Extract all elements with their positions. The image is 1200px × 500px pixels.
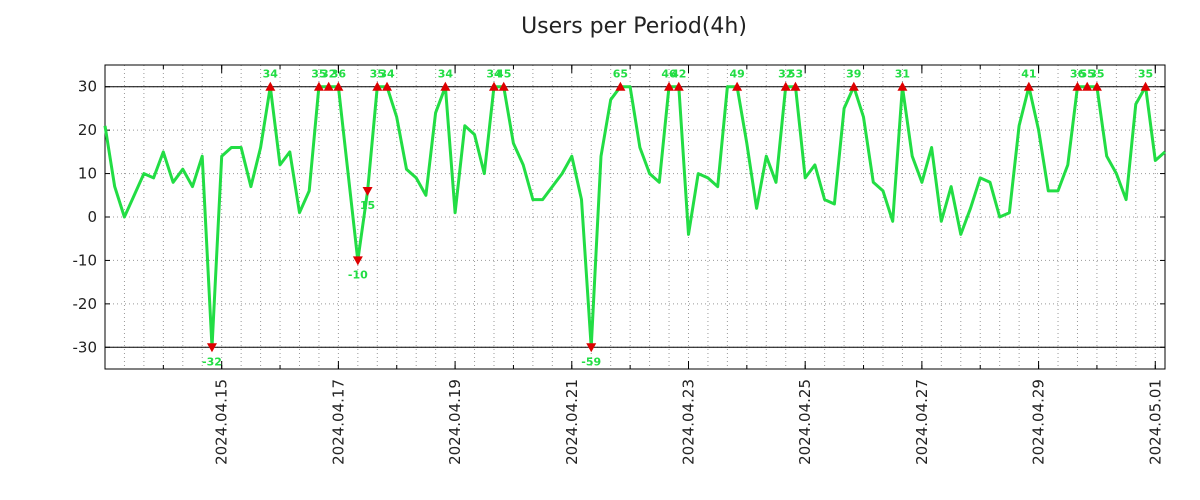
y-tick-label: 20 — [78, 121, 97, 139]
value-annotation: 65 — [613, 68, 628, 81]
x-tick-label: 2024.05.01 — [1146, 379, 1164, 465]
value-annotation: 15 — [360, 199, 375, 212]
clip-marker-up — [673, 81, 684, 91]
value-annotation: 53 — [788, 68, 803, 81]
value-annotation: 34 — [263, 68, 279, 81]
x-tick-label: 2024.04.25 — [796, 379, 814, 465]
clip-marker-down — [206, 343, 217, 353]
value-annotation: 32 — [321, 68, 336, 81]
clip-marker-up — [488, 81, 499, 91]
clip-marker-up — [313, 81, 324, 91]
clip-marker-up — [323, 81, 334, 91]
value-annotation: 35 — [1089, 68, 1104, 81]
value-annotation: 35 — [1138, 68, 1153, 81]
clip-marker-up — [372, 81, 383, 91]
value-annotation: 45 — [496, 68, 511, 81]
value-annotation: -59 — [581, 355, 601, 368]
clip-marker-down — [362, 186, 373, 196]
x-tick-label: 2024.04.23 — [679, 379, 697, 465]
clip-marker-up — [1091, 81, 1102, 91]
y-tick-label: -20 — [73, 295, 98, 313]
y-tick-label: 10 — [78, 165, 97, 183]
value-annotation: 35 — [370, 68, 385, 81]
clip-marker-up — [848, 81, 859, 91]
y-tick-label: 0 — [87, 208, 97, 226]
clip-marker-up — [1082, 81, 1093, 91]
value-annotation: 42 — [671, 68, 686, 81]
x-tick-label: 2024.04.19 — [446, 379, 464, 465]
x-tick-label: 2024.04.29 — [1030, 379, 1048, 465]
x-tick-label: 2024.04.17 — [329, 379, 347, 465]
chart-title: Users per Period(4h) — [521, 14, 747, 39]
clip-marker-up — [615, 81, 626, 91]
x-tick-label: 2024.04.21 — [563, 379, 581, 465]
series-line — [103, 85, 1166, 349]
clip-marker-up — [897, 81, 908, 91]
clip-marker-up — [790, 81, 801, 91]
value-annotation: 31 — [895, 68, 910, 81]
value-annotation: 34 — [438, 68, 454, 81]
value-annotation: 39 — [846, 68, 861, 81]
y-tick-label: -10 — [73, 251, 98, 269]
value-annotation: 35 — [311, 68, 326, 81]
clip-marker-up — [780, 81, 791, 91]
value-annotation: 34 — [486, 68, 502, 81]
clip-marker-up — [333, 81, 344, 91]
clip-marker-up — [382, 81, 393, 91]
clip-marker-up — [440, 81, 451, 91]
value-annotation: -32 — [202, 355, 222, 368]
value-annotation: 46 — [661, 68, 677, 81]
clip-marker-down — [586, 343, 597, 353]
clip-marker-up — [732, 81, 743, 91]
x-tick-label: 2024.04.27 — [913, 379, 931, 465]
y-tick-label: -30 — [73, 338, 98, 356]
y-tick-label: 30 — [78, 78, 97, 96]
clip-marker-up — [1023, 81, 1034, 91]
clip-marker-up — [1072, 81, 1083, 91]
clip-marker-up — [265, 81, 276, 91]
clip-marker-down — [352, 256, 363, 266]
clip-marker-up — [664, 81, 675, 91]
value-annotation: -10 — [348, 268, 368, 281]
value-annotation: 36 — [331, 68, 347, 81]
clip-marker-up — [1140, 81, 1151, 91]
value-annotation: 36 — [1070, 68, 1086, 81]
value-annotation: 49 — [729, 68, 744, 81]
x-tick-label: 2024.04.15 — [213, 379, 231, 465]
value-annotation: 41 — [1021, 68, 1036, 81]
value-annotation: 34 — [379, 68, 395, 81]
value-annotation: 55 — [1080, 68, 1095, 81]
value-annotation: 32 — [778, 68, 793, 81]
clip-marker-up — [498, 81, 509, 91]
